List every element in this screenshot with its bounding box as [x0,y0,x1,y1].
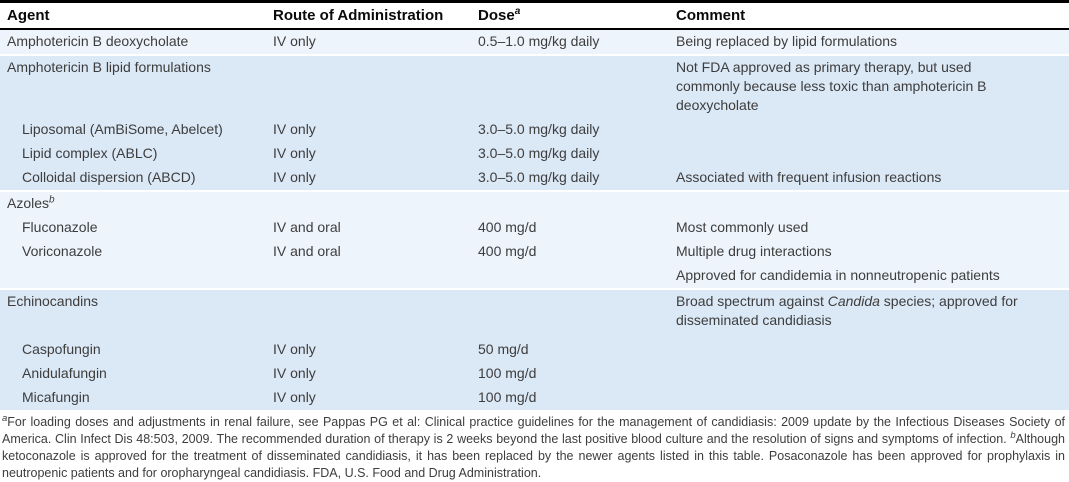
table-row: Anidulafungin IV only 100 mg/d [0,362,1069,386]
table-row: Fluconazole IV and oral 400 mg/d Most co… [0,216,1069,240]
column-header-agent: Agent [7,7,50,24]
cell-dose: 100 mg/d [478,365,537,381]
cell-dose [478,290,676,295]
cell-comment [676,192,1069,197]
footnote-marker-b: b [1010,429,1016,441]
cell-dose: 3.0–5.0 mg/kg daily [478,169,600,185]
table-row: Lipid complex (ABLC) IV only 3.0–5.0 mg/… [0,142,1069,166]
comment-text: species; approved for disseminated candi… [676,293,1018,328]
table-row: Colloidal dispersion (ABCD) IV only 3.0–… [0,166,1069,190]
column-header-dose: Dosea [478,3,676,28]
table-row: Liposomal (AmBiSome, Abelcet) IV only 3.… [0,118,1069,142]
cell-route: IV only [273,365,316,381]
cell-route: IV only [273,121,316,137]
group-azoles: Azolesb Fluconazole IV and oral 400 mg/d… [0,190,1069,288]
cell-agent: Micafungin [22,389,90,405]
candida-italic-text: Candida [827,293,880,309]
cell-agent: Colloidal dispersion (ABCD) [22,169,196,185]
cell-comment: Broad spectrum against Candida species; … [676,290,1069,333]
cell-dose: 50 mg/d [478,341,529,357]
cell-route: IV and oral [273,219,341,235]
azoles-footnote-marker: b [49,194,55,206]
cell-agent: Voriconazole [22,243,103,259]
cell-comment: Multiple drug interactions [676,243,832,259]
cell-dose: 3.0–5.0 mg/kg daily [478,145,600,161]
azoles-label: Azoles [7,195,50,211]
cell-agent: Amphotericin B deoxycholate [7,33,189,49]
group-echinocandins: Echinocandins Broad spectrum against Can… [0,288,1069,410]
table-footnote: aFor loading doses and adjustments in re… [0,410,1069,482]
table-row: Micafungin IV only 100 mg/d [0,386,1069,410]
cell-comment: Not FDA approved as primary therapy, but… [676,59,987,113]
cell-dose: 400 mg/d [478,219,537,235]
table-row: Approved for candidemia in nonneutropeni… [0,264,1069,288]
cell-route: IV only [273,341,316,357]
cell-comment [676,142,1069,147]
cell-route [273,290,478,295]
cell-agent: Caspofungin [22,341,101,357]
column-header-route: Route of Administration [273,7,444,24]
cell-dose [478,56,676,61]
cell-dose: 100 mg/d [478,389,537,405]
cell-comment: Most commonly used [676,219,809,235]
dose-footnote-marker: a [514,6,521,17]
cell-dose [478,192,676,197]
cell-dose: 400 mg/d [478,243,537,259]
table-row: Amphotericin B deoxycholate IV only 0.5–… [0,30,1069,54]
cell-route: IV only [273,169,316,185]
group-amphotericin-b-deoxycholate: Amphotericin B deoxycholate IV only 0.5–… [0,30,1069,54]
cell-route: IV and oral [273,243,341,259]
cell-agent [0,264,273,269]
cell-agent: Anidulafungin [22,365,107,381]
table-row: Voriconazole IV and oral 400 mg/d Multip… [0,240,1069,264]
table-row: Amphotericin B lipid formulations Not FD… [0,56,1069,118]
comment-text: Broad spectrum against [676,293,828,309]
cell-route [273,192,478,197]
cell-comment: Associated with frequent infusion reacti… [676,169,942,185]
column-header-comment: Comment [676,7,746,24]
cell-route: IV only [273,33,316,49]
footnote-marker-a: a [2,412,8,424]
cell-dose [478,264,676,269]
cell-dose: 3.0–5.0 mg/kg daily [478,121,600,137]
cell-dose: 0.5–1.0 mg/kg daily [478,33,600,49]
footnote-text-a: For loading doses and adjustments in ren… [2,415,1065,446]
table-header-row: Agent Route of Administration Dosea Comm… [0,0,1069,30]
cell-agent: Echinocandins [7,293,99,309]
cell-route: IV only [273,145,316,161]
table-row: Caspofungin IV only 50 mg/d [0,338,1069,362]
table-row: Azolesb [0,192,1069,216]
cell-agent: Liposomal (AmBiSome, Abelcet) [22,121,223,137]
cell-agent: Amphotericin B lipid formulations [7,59,211,75]
cell-comment [676,338,1069,343]
cell-agent: Azolesb [0,192,273,216]
cell-agent: Fluconazole [22,219,98,235]
cell-route: IV only [273,389,316,405]
dose-label: Dose [478,7,515,24]
group-amphotericin-b-lipid-formulations: Amphotericin B lipid formulations Not FD… [0,54,1069,190]
cell-agent: Lipid complex (ABLC) [22,145,158,161]
cell-comment: Approved for candidemia in nonneutropeni… [676,267,1000,283]
cell-comment [676,386,1069,391]
cell-route [273,264,478,269]
table-row: Echinocandins Broad spectrum against Can… [0,290,1069,333]
cell-route [273,56,478,61]
cell-comment [676,362,1069,367]
cell-comment: Being replaced by lipid formulations [676,33,898,49]
cell-comment [676,118,1069,123]
